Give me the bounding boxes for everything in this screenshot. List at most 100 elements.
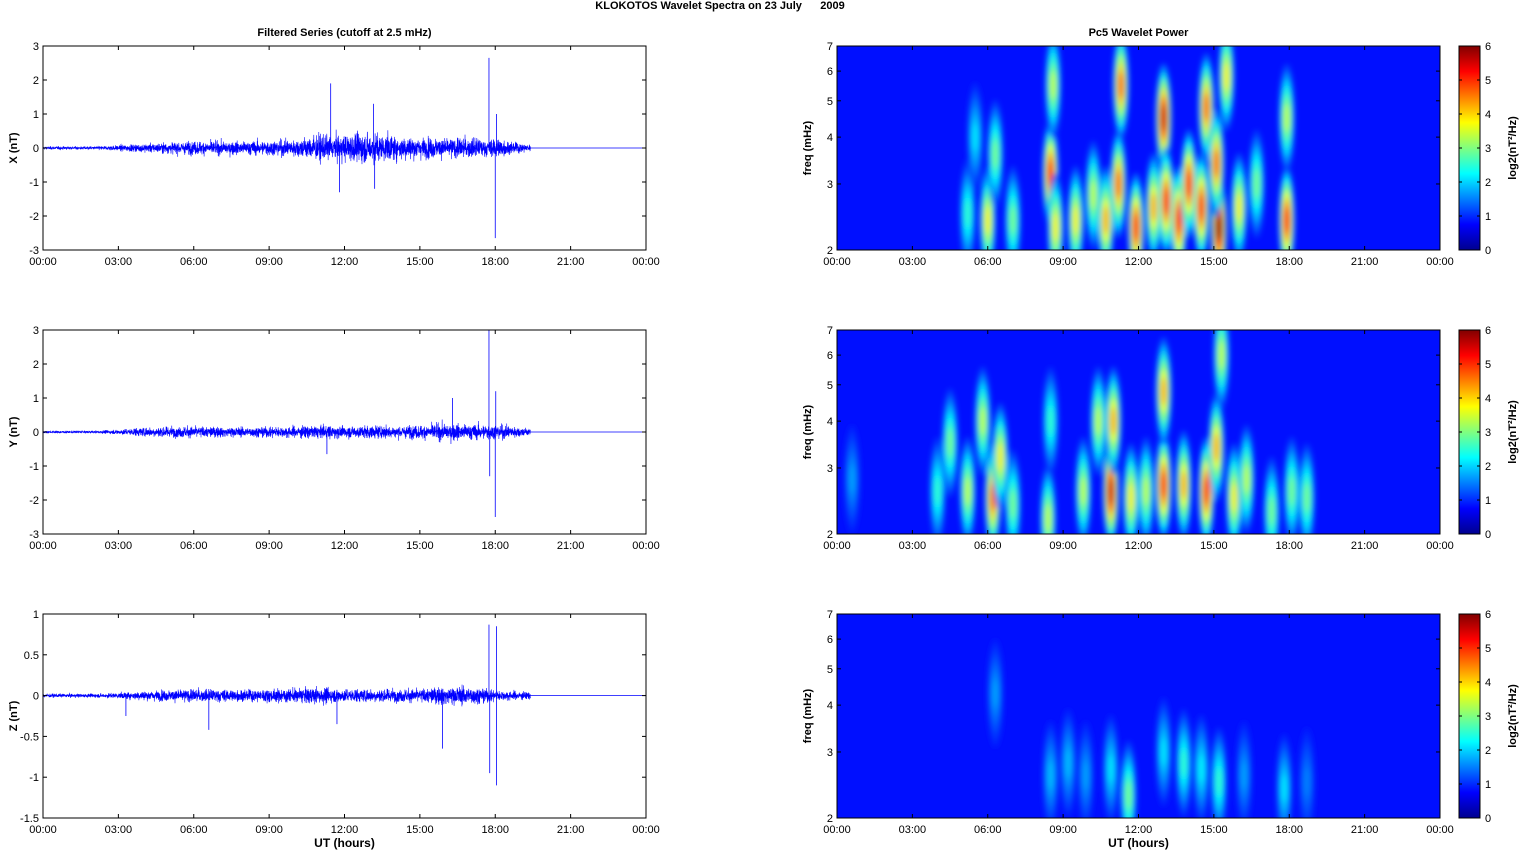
y-tick-label: 4 bbox=[827, 700, 833, 712]
colorbar-tick-label: 0 bbox=[1485, 813, 1491, 825]
x-tick-label: 06:00 bbox=[974, 540, 1002, 552]
x-tick-label: 21:00 bbox=[557, 824, 585, 836]
heatmap-blob bbox=[1203, 93, 1210, 122]
x-tick-label: 09:00 bbox=[1049, 824, 1077, 836]
y-tick-label: 5 bbox=[827, 664, 833, 676]
colorbar-tick-label: 3 bbox=[1485, 711, 1491, 723]
x-axis-label: UT (hours) bbox=[1108, 836, 1169, 850]
x-tick-label: 12:00 bbox=[331, 540, 359, 552]
colorbar-tick-label: 4 bbox=[1485, 393, 1491, 405]
heatmap-background bbox=[837, 614, 1440, 818]
x-tick-label: 00:00 bbox=[823, 256, 851, 268]
x-tick-label: 09:00 bbox=[1049, 256, 1077, 268]
axes-frame bbox=[42, 613, 647, 819]
heatmap-blob bbox=[972, 123, 979, 152]
heatmap-blobs bbox=[987, 639, 1315, 818]
x-tick-label: 12:00 bbox=[331, 824, 359, 836]
x-tick-label: 18:00 bbox=[1275, 540, 1303, 552]
heatmap-blob bbox=[1218, 341, 1225, 370]
heatmap-blob bbox=[1203, 477, 1210, 506]
heatmap-area bbox=[837, 46, 1440, 250]
heatmap-blob bbox=[1160, 103, 1167, 132]
colorbar-tick-label: 3 bbox=[1485, 427, 1491, 439]
x-tick-label: 18:00 bbox=[481, 824, 509, 836]
heatmap-blob bbox=[1143, 477, 1150, 506]
heatmap-blob bbox=[1047, 407, 1054, 436]
heatmap-blob bbox=[1243, 465, 1250, 494]
heatmap-blob bbox=[984, 206, 991, 235]
panel-title: Pc5 Wavelet Power bbox=[1089, 27, 1190, 39]
line-panel-2: 00:00 03:00 06:00 09:00 12:00 15:00 18:00 21:00… bbox=[8, 609, 660, 850]
heatmap-blob bbox=[1288, 477, 1295, 506]
y-tick-label: -3 bbox=[29, 245, 39, 257]
y-axis-label: Y (nT) bbox=[8, 416, 20, 447]
x-tick-label: 00:00 bbox=[1426, 540, 1454, 552]
heatmap-blob bbox=[1047, 761, 1054, 790]
y-tick-label: 2 bbox=[827, 529, 833, 541]
heatmap-blob bbox=[1185, 169, 1192, 198]
heatmap-blob bbox=[1082, 761, 1089, 790]
colorbar bbox=[1458, 45, 1481, 251]
y-axis-label: freq (mHz) bbox=[802, 688, 814, 743]
y-tick-label: 0.5 bbox=[24, 650, 39, 662]
heatmap-blob bbox=[1213, 433, 1220, 462]
x-tick-label: 03:00 bbox=[899, 824, 927, 836]
x-tick-label: 18:00 bbox=[1275, 824, 1303, 836]
x-tick-label: 00:00 bbox=[823, 540, 851, 552]
colorbar-label: log2(nT²/Hz) bbox=[1507, 116, 1519, 180]
heatmap-blob bbox=[1090, 181, 1097, 210]
plot-area bbox=[43, 57, 646, 239]
y-tick-label: 3 bbox=[33, 325, 39, 337]
heatmap-blob bbox=[1198, 193, 1205, 222]
y-tick-label: 7 bbox=[827, 609, 833, 621]
x-tick-label: 03:00 bbox=[899, 256, 927, 268]
axes-frame bbox=[836, 329, 1441, 535]
y-tick-label: 3 bbox=[827, 747, 833, 759]
y-tick-label: 5 bbox=[827, 96, 833, 108]
heatmap-blob bbox=[964, 477, 971, 506]
x-tick-label: 15:00 bbox=[406, 256, 434, 268]
x-tick-label: 15:00 bbox=[1200, 256, 1228, 268]
x-tick-label: 09:00 bbox=[1049, 540, 1077, 552]
colorbar-label: log2(nT²/Hz) bbox=[1507, 400, 1519, 464]
heatmap-blob bbox=[1180, 749, 1187, 778]
x-tick-label: 18:00 bbox=[1275, 256, 1303, 268]
x-tick-label: 00:00 bbox=[1426, 256, 1454, 268]
x-tick-label: 12:00 bbox=[1125, 540, 1153, 552]
colorbar-tick-label: 1 bbox=[1485, 495, 1491, 507]
figure-title: KLOKOTOS Wavelet Spectra on 23 July 2009 bbox=[595, 0, 844, 12]
heatmap-blob bbox=[992, 679, 999, 708]
heatmap-blob bbox=[1150, 193, 1157, 222]
heatmap-blob bbox=[1095, 407, 1102, 436]
heatmap-blob bbox=[947, 428, 954, 457]
colorbar-tick-label: 0 bbox=[1485, 245, 1491, 257]
x-tick-label: 03:00 bbox=[899, 540, 927, 552]
heatmap-panel-3: 00:00 03:00 06:00 09:00 12:00 15:00 18:00 21:00… bbox=[802, 27, 1519, 268]
y-axis-label: Z (nT) bbox=[8, 700, 20, 731]
x-tick-label: 12:00 bbox=[1125, 256, 1153, 268]
x-tick-label: 06:00 bbox=[974, 824, 1002, 836]
y-axis-label: freq (mHz) bbox=[802, 120, 814, 175]
plot-area bbox=[43, 330, 646, 517]
heatmap-blob bbox=[979, 407, 986, 436]
series-line bbox=[43, 419, 531, 444]
heatmap-blob bbox=[1115, 169, 1122, 198]
y-tick-label: 4 bbox=[827, 132, 833, 144]
y-tick-label: 7 bbox=[827, 41, 833, 53]
heatmap-blob bbox=[1198, 755, 1205, 784]
series-line bbox=[43, 129, 531, 166]
colorbar-tick-label: 6 bbox=[1485, 325, 1491, 337]
heatmap-blob bbox=[1215, 767, 1222, 796]
heatmap-blob bbox=[1160, 737, 1167, 766]
heatmap-blob bbox=[934, 477, 941, 506]
x-tick-label: 09:00 bbox=[255, 540, 283, 552]
colorbar-label: log2(nT²/Hz) bbox=[1507, 684, 1519, 748]
x-tick-label: 21:00 bbox=[557, 540, 585, 552]
y-tick-label: 0 bbox=[33, 143, 39, 155]
x-axis-label: UT (hours) bbox=[314, 836, 375, 850]
x-tick-label: 00:00 bbox=[632, 256, 660, 268]
colorbar-tick-label: 1 bbox=[1485, 211, 1491, 223]
x-tick-label: 03:00 bbox=[105, 824, 133, 836]
heatmap-blob bbox=[1052, 213, 1059, 242]
